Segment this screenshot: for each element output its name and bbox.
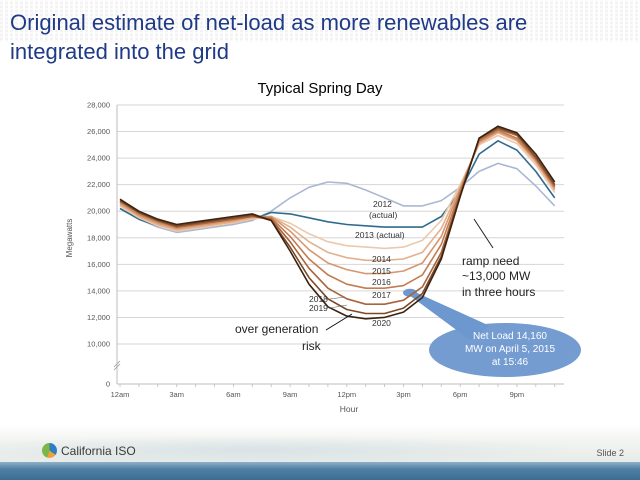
series-line-2015 [119, 132, 556, 262]
label-2020: 2020 [372, 318, 391, 328]
label-2012-actual: (actual) [369, 210, 398, 220]
series-lines [119, 125, 556, 320]
callout-line1: Net Load 14,160 [473, 331, 547, 342]
leader-2019 [329, 304, 348, 309]
label-2012: 2012 [373, 199, 392, 209]
label-2017: 2017 [372, 290, 391, 300]
x-tick-label: 3pm [396, 390, 411, 399]
chart-title: Typical Spring Day [257, 80, 383, 97]
slide-number: Slide 2 [596, 448, 624, 458]
label-2018: 2018 [309, 294, 328, 304]
ramp-mw-label: ~13,000 MW [462, 269, 531, 283]
globe-logo-icon [42, 443, 57, 458]
y-tick-label: 20,000 [87, 207, 110, 216]
axis-break-mark [113, 360, 121, 368]
footer-bar [0, 462, 640, 480]
y-tick-label: 22,000 [87, 180, 110, 189]
x-tick-label: 3am [169, 390, 184, 399]
x-tick-label: 9pm [510, 390, 525, 399]
y-tick-label: 18,000 [87, 233, 110, 242]
org-name: California ISO [61, 443, 136, 458]
series-line-2018 [119, 128, 556, 306]
y-tick-label: 24,000 [87, 154, 110, 163]
series-line-2020 [119, 125, 556, 320]
over-generation-pointer [325, 313, 353, 331]
callout-ellipse [429, 323, 581, 377]
y-tick-label: 12,000 [87, 313, 110, 322]
callout-line2: MW on April 5, 2015 [465, 344, 555, 355]
y-tick-label: 26,000 [87, 127, 110, 136]
x-axis-label: Hour [340, 404, 359, 414]
label-2014: 2014 [372, 254, 391, 264]
ramp-pointer [473, 218, 494, 249]
axis-break-mark [113, 363, 121, 371]
ramp-hours-label: in three hours [462, 285, 535, 299]
series-line-2013 [119, 140, 556, 231]
callout-bubble: Net Load 14,160 MW on April 5, 2015 at 1… [429, 323, 581, 377]
california-iso-logo: California ISO [42, 443, 136, 458]
y-tick-label: 0 [106, 380, 110, 389]
label-2016: 2016 [372, 277, 391, 287]
title-band-decoration [0, 0, 640, 42]
gridlines [117, 104, 565, 345]
y-axis-label: Megawatts [65, 219, 74, 258]
y-tick-label: 28,000 [87, 100, 110, 109]
x-tick-labels: 12am 3am 6am 9am 12pm 3pm 6pm 9pm [111, 390, 525, 399]
over-generation-risk-label: risk [302, 339, 322, 353]
leader-2018 [329, 296, 346, 300]
over-generation-label: over generation [235, 322, 318, 336]
label-2015: 2015 [372, 266, 391, 276]
x-tick-label: 6pm [453, 390, 468, 399]
label-2019: 2019 [309, 303, 328, 313]
label-2013: 2013 (actual) [355, 230, 405, 240]
series-line-2012 [119, 162, 556, 234]
y-tick-label: 10,000 [87, 340, 110, 349]
y-tick-labels: 0 10,000 12,000 14,000 16,000 18,000 20,000 22,… [87, 100, 110, 388]
slide-title: Original estimate of net-load as more re… [10, 10, 528, 64]
series-line-2016 [119, 130, 556, 275]
x-tick-label: 9am [283, 390, 298, 399]
axes [113, 104, 565, 387]
x-tick-label: 12pm [337, 390, 356, 399]
y-tick-label: 14,000 [87, 286, 110, 295]
y-tick-label: 16,000 [87, 260, 110, 269]
x-tick-label: 6am [226, 390, 241, 399]
net-load-chart: 0 10,000 12,000 14,000 16,000 18,000 20,000 22,… [65, 100, 581, 414]
x-tick-label: 12am [111, 390, 130, 399]
series-line-2014 [119, 134, 556, 250]
callout-line3: at 15:46 [492, 357, 529, 368]
footer-wave-decoration [0, 432, 640, 462]
ramp-need-label: ramp need [462, 254, 519, 268]
